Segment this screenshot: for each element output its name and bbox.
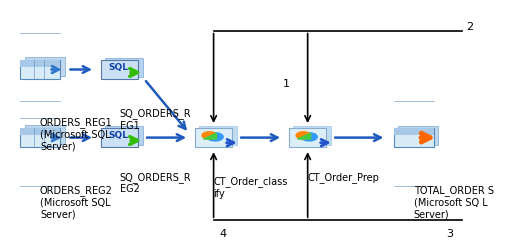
FancyBboxPatch shape (25, 125, 66, 144)
Text: SQ_ORDERS_R
EG1: SQ_ORDERS_R EG1 (119, 108, 191, 131)
FancyBboxPatch shape (394, 128, 434, 147)
FancyBboxPatch shape (394, 128, 434, 135)
Text: CT_Order_class
ify: CT_Order_class ify (213, 177, 288, 199)
FancyBboxPatch shape (199, 126, 237, 145)
FancyBboxPatch shape (105, 126, 143, 145)
FancyBboxPatch shape (293, 126, 331, 145)
FancyBboxPatch shape (20, 128, 60, 135)
FancyBboxPatch shape (289, 128, 327, 147)
FancyBboxPatch shape (101, 60, 138, 79)
Text: SQL: SQL (108, 131, 128, 140)
Text: 2: 2 (466, 22, 473, 32)
Circle shape (202, 132, 216, 139)
FancyBboxPatch shape (20, 60, 60, 67)
Text: TOTAL_ORDER S
(Microsoft SQ L
Server): TOTAL_ORDER S (Microsoft SQ L Server) (414, 185, 494, 219)
Text: ORDERS_REG2
(Microsoft SQL
Server): ORDERS_REG2 (Microsoft SQL Server) (40, 185, 113, 219)
FancyBboxPatch shape (105, 58, 143, 77)
FancyBboxPatch shape (25, 57, 66, 76)
FancyBboxPatch shape (398, 126, 438, 145)
Text: 3: 3 (447, 229, 454, 239)
Text: ORDERS_REG1
(Microsoft SQL
Server): ORDERS_REG1 (Microsoft SQL Server) (40, 117, 113, 151)
Text: SQL: SQL (108, 63, 128, 72)
FancyBboxPatch shape (20, 128, 60, 147)
Circle shape (207, 133, 223, 141)
Text: 4: 4 (219, 229, 227, 239)
FancyBboxPatch shape (20, 60, 60, 79)
FancyBboxPatch shape (101, 128, 138, 147)
FancyBboxPatch shape (195, 128, 233, 147)
Circle shape (301, 133, 317, 141)
Polygon shape (298, 133, 310, 139)
Polygon shape (204, 133, 216, 139)
Text: 1: 1 (282, 79, 290, 89)
Circle shape (296, 132, 310, 139)
Text: SQ_ORDERS_R
EG2: SQ_ORDERS_R EG2 (119, 172, 191, 194)
Text: CT_Order_Prep: CT_Order_Prep (308, 172, 379, 183)
